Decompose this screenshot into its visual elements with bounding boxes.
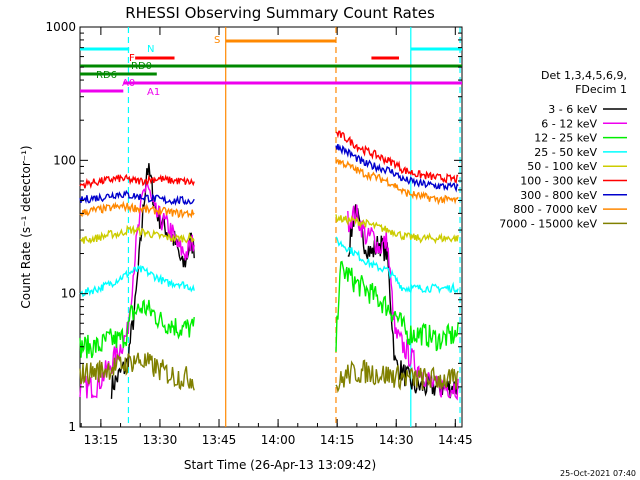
series-5	[79, 130, 459, 190]
series-8-trace-0	[79, 352, 195, 391]
series-6-trace-0	[79, 189, 195, 206]
x-tick-label-6: 14:45	[438, 433, 473, 447]
series-3-trace-0	[79, 264, 195, 298]
legend-label-2: 12 - 25 keV	[534, 132, 597, 145]
legend-label-4: 50 - 100 keV	[527, 160, 597, 173]
series-6	[79, 143, 459, 206]
legend-label-0: 3 - 6 keV	[548, 103, 597, 116]
series-3	[79, 236, 459, 298]
state-label-f: F	[129, 53, 135, 64]
series-5-trace-0	[79, 173, 195, 190]
series-0-trace-0	[110, 163, 195, 399]
series-7-trace-1	[335, 158, 459, 206]
series-3-trace-1	[335, 236, 459, 294]
legend-label-8: 7000 - 15000 keV	[499, 217, 597, 230]
state-label-rd0: RD0	[131, 61, 152, 72]
series-2-trace-1	[335, 260, 459, 352]
series-2	[79, 260, 459, 359]
legend-label-3: 25 - 50 keV	[534, 146, 597, 159]
series-5-trace-1	[335, 130, 459, 184]
legend-header-line-2: FDecim 1	[575, 83, 627, 96]
x-axis-label: Start Time (26-Apr-13 13:09:42)	[184, 458, 376, 472]
state-label-s: S	[214, 35, 220, 46]
legend-label-6: 300 - 800 keV	[520, 189, 597, 202]
y-tick-label-1: 10	[61, 287, 76, 301]
series-4-trace-1	[335, 214, 459, 245]
y-axis-label: Count Rate (s⁻¹ detector⁻¹)	[19, 145, 33, 308]
state-label-rd6: RD6	[96, 70, 117, 81]
x-tick-label-0: 13:15	[84, 433, 119, 447]
legend-label-7: 800 - 7000 keV	[513, 203, 597, 216]
series-4	[79, 214, 459, 245]
series-7-trace-0	[79, 200, 195, 219]
x-tick-label-2: 13:45	[202, 433, 237, 447]
y-tick-label-0: 1	[68, 420, 76, 434]
legend-label-5: 100 - 300 keV	[520, 175, 597, 188]
state-label-a1: A1	[147, 87, 160, 98]
series-6-trace-1	[335, 143, 459, 193]
state-label-n: N	[147, 44, 154, 55]
chart-title: RHESSI Observing Summary Count Rates	[125, 4, 435, 22]
series-4-trace-0	[79, 224, 195, 245]
series-8-trace-1	[335, 359, 459, 394]
y-tick-label-3: 1000	[45, 20, 76, 34]
x-tick-label-3: 14:00	[261, 433, 296, 447]
series-7	[79, 158, 459, 219]
x-tick-label-4: 14:15	[320, 433, 355, 447]
plot-frame	[79, 26, 463, 428]
x-tick-label-1: 13:30	[143, 433, 178, 447]
series-8	[79, 352, 459, 394]
legend-label-1: 6 - 12 keV	[541, 117, 597, 130]
footer-date: 25-Oct-2021 07:40	[560, 469, 636, 478]
state-label-a0: A0	[122, 78, 135, 89]
series-2-trace-0	[79, 299, 195, 359]
y-tick-label-2: 100	[53, 153, 76, 167]
x-tick-label-5: 14:30	[379, 433, 414, 447]
legend-header-line-1: Det 1,3,4,5,6,9,	[541, 69, 627, 82]
